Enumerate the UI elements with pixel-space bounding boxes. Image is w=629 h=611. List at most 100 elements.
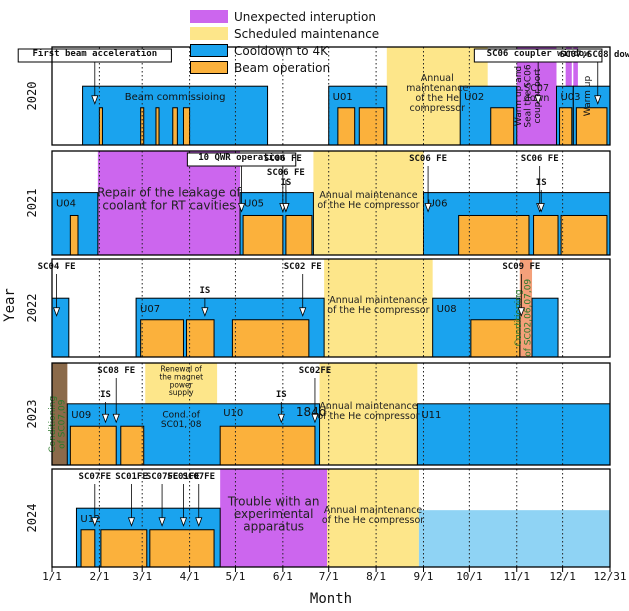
beam-bar [458, 214, 530, 256]
x-tick-label: 7/1 [319, 570, 339, 583]
event-arrowhead [91, 517, 99, 527]
beam-bar [358, 107, 385, 146]
event-label: IS [199, 286, 210, 296]
event-label: First beam acceleration [32, 48, 157, 59]
beam-bar [219, 425, 316, 466]
beam-bar [149, 529, 215, 568]
band-maintenance [327, 469, 419, 567]
beam-bar [560, 214, 608, 256]
beam-bar [100, 529, 148, 568]
event-arrowhead [158, 517, 166, 527]
beam-bar [285, 214, 313, 256]
event-label: SC07,SC08 down [560, 50, 629, 60]
cooldown-label: U12 [80, 514, 100, 525]
event-label: SC01FE [167, 472, 200, 482]
cooldown-label: U03 [560, 92, 580, 103]
beam-bar [533, 214, 559, 256]
event-label: SC02FE [299, 366, 332, 376]
band-label: Trouble with an experimental apparatus [227, 494, 320, 533]
legend-item-cooldown: Cooldown to 4K [190, 42, 420, 59]
x-tick-label: 6/1 [273, 570, 293, 583]
event-label: SC07FE [79, 472, 112, 482]
cooldown-label: U08 [437, 304, 457, 315]
block-maintenance [145, 363, 218, 406]
x-axis-label: Month [310, 591, 352, 607]
event-label: IS [276, 390, 287, 400]
year-tick-label: 2022 [25, 294, 39, 323]
event-arrowhead [112, 413, 120, 424]
event-label: SC04 FE [38, 262, 76, 272]
beam-bar [231, 319, 310, 358]
cooldown-label: U04 [56, 199, 76, 210]
event-label: SC08 FE [97, 366, 135, 376]
event-arrowhead [91, 95, 99, 105]
panel-frame [51, 258, 611, 358]
event-arrowhead [282, 203, 290, 213]
event-label: SC02 FE [284, 262, 322, 272]
event-arrowhead [537, 203, 545, 213]
event-arrowhead [127, 517, 136, 527]
cooldown-bar [531, 297, 559, 358]
event-arrowhead [517, 307, 525, 317]
cooldown-label: U02 [464, 92, 484, 103]
block-future [418, 510, 610, 567]
event-arrowhead [237, 203, 246, 213]
event-arrowhead [53, 307, 61, 317]
event-arrowhead [277, 413, 285, 424]
event-label: SC01FE [115, 472, 148, 482]
band-interruption [220, 469, 328, 567]
beam-bar [69, 425, 117, 466]
legend-label-cooldown: Cooldown to 4K [234, 43, 328, 58]
event-label: SC07FE [183, 472, 216, 482]
legend-label-interruption: Unexpected interuption [234, 9, 376, 24]
band-label: Conditioningof SC02,06,07,09 [514, 279, 533, 357]
event-arrowhead [179, 517, 188, 527]
legend-label-beam: Beam operation [234, 60, 331, 75]
beam-bar [490, 107, 515, 146]
event-label: SC06 FE [267, 168, 305, 178]
event-label: IS [100, 390, 111, 400]
event-label: SC06 coupler window [487, 48, 591, 59]
legend: Unexpected interuption Scheduled mainten… [190, 8, 420, 76]
band-maintenance [324, 259, 433, 357]
legend-item-maintenance: Scheduled maintenance [190, 25, 420, 42]
x-tick-label: 5/1 [226, 570, 246, 583]
x-tick-label: 8/1 [366, 570, 386, 583]
legend-item-beam: Beam operation [190, 59, 420, 76]
x-tick-label: 12/1 [549, 570, 576, 583]
cooldown-label: U01 [333, 92, 353, 103]
event-label: SC06 FE [409, 154, 447, 164]
block-conditioning_dark [52, 363, 68, 465]
beam-bar [120, 425, 145, 466]
beam-bar [337, 107, 356, 146]
x-tick-label: 1/1 [42, 570, 62, 583]
year-tick-label: 2020 [25, 82, 39, 111]
legend-swatch-beam [190, 61, 228, 74]
event-arrowhead [201, 307, 209, 317]
beam-bar [80, 529, 96, 568]
band-maintenance [313, 151, 424, 255]
x-tick-label: 12/31 [593, 570, 626, 583]
band-maintenance [319, 363, 418, 465]
band-label: Annual maintenance of the He compressor [317, 401, 419, 422]
cooldown-label: U07 [140, 304, 160, 315]
event-label: IS [280, 178, 291, 188]
rotated-label: Warm up [583, 76, 593, 117]
x-tick-label: 2/1 [89, 570, 109, 583]
legend-item-interruption: Unexpected interuption [190, 8, 420, 25]
cooldown-label: U09 [71, 410, 91, 421]
band-label: Annual maintenance of the He compressor [406, 73, 468, 114]
band-label: Annual maintenance of the He compressor [327, 295, 429, 316]
beam-bar [186, 319, 215, 358]
band-label: Annual maintenance of the He compressor [322, 505, 424, 526]
cooldown-bar [416, 403, 611, 466]
event-label: SC07FE [146, 472, 179, 482]
x-tick-label: 3/1 [132, 570, 152, 583]
band-label: Annual maintenance of the He compressor [317, 190, 419, 211]
year-tick-label: 2023 [25, 400, 39, 429]
panel-frame [51, 362, 611, 466]
cooldown-bar [51, 297, 70, 358]
legend-swatch-maintenance [190, 27, 228, 40]
beam-bar [140, 319, 184, 358]
beam-bar [182, 107, 191, 146]
